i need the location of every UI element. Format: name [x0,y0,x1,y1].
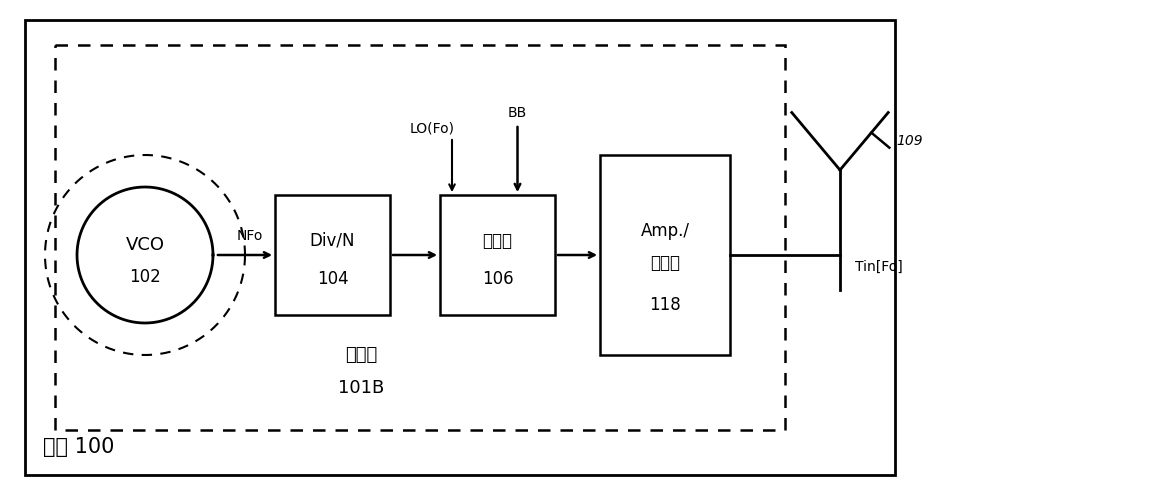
Text: 118: 118 [649,296,681,314]
Text: VCO: VCO [126,236,165,254]
Text: 102: 102 [129,268,160,286]
Bar [600,155,730,355]
Text: Div/N: Div/N [309,231,355,249]
Bar [275,195,390,315]
Text: 混频器: 混频器 [482,231,512,249]
Bar [25,20,896,475]
Text: 滤波器: 滤波器 [650,254,680,272]
Bar [440,195,555,315]
Bar [55,45,785,430]
Text: 106: 106 [481,270,514,288]
Text: Tin[Fo]: Tin[Fo] [855,260,902,274]
Text: 接收机: 接收机 [345,346,377,364]
Text: BB: BB [508,106,527,120]
Text: Amp./: Amp./ [640,222,689,240]
Text: LO(Fo): LO(Fo) [410,121,455,135]
Text: 104: 104 [316,270,349,288]
Text: NFo: NFo [237,229,263,243]
Text: 芯片 100: 芯片 100 [43,437,114,457]
Text: 109: 109 [897,134,923,148]
Text: 101B: 101B [338,379,384,397]
